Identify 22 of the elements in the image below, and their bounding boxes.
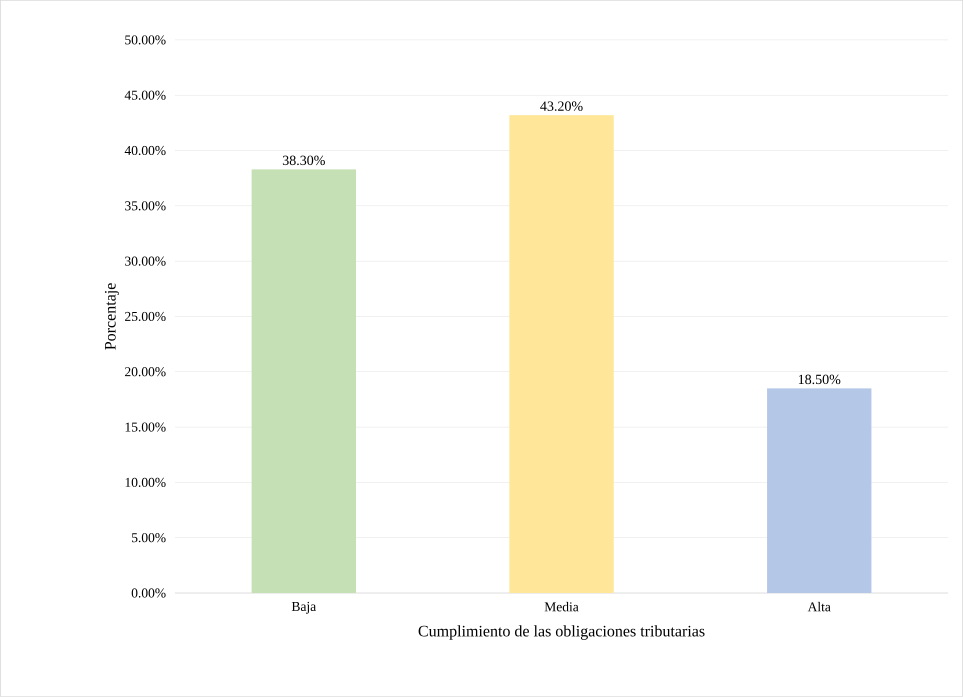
y-tick-label: 50.00% xyxy=(125,35,166,45)
bar xyxy=(252,169,356,594)
y-tick-label: 30.00% xyxy=(125,256,166,266)
x-tick-label: Baja xyxy=(292,602,316,614)
y-tick-label: 10.00% xyxy=(126,478,166,488)
bar xyxy=(509,115,614,594)
y-tick-label: 40.00% xyxy=(124,146,166,156)
bar xyxy=(767,388,872,594)
y-tick-label: 0.00% xyxy=(132,588,166,598)
data-label: 38.30% xyxy=(282,156,325,166)
data-label: 43.20% xyxy=(540,101,583,111)
y-tick-label: 5.00% xyxy=(132,533,166,542)
x-tick-label: Alta xyxy=(808,602,831,612)
y-tick-label: 20.00% xyxy=(125,367,166,376)
data-label: 18.50% xyxy=(798,374,840,384)
y-tick-label: 25.00% xyxy=(125,312,166,322)
y-tick-label: 35.00% xyxy=(125,201,166,210)
x-tick-label: Media xyxy=(544,602,579,612)
y-tick-label: 15.00% xyxy=(126,422,166,432)
y-tick-label: 45.00% xyxy=(124,90,166,100)
y-axis-title: Porcentaje xyxy=(104,283,119,350)
x-axis-title: Cumplimiento de las obligaciones tributarias xyxy=(418,625,705,640)
